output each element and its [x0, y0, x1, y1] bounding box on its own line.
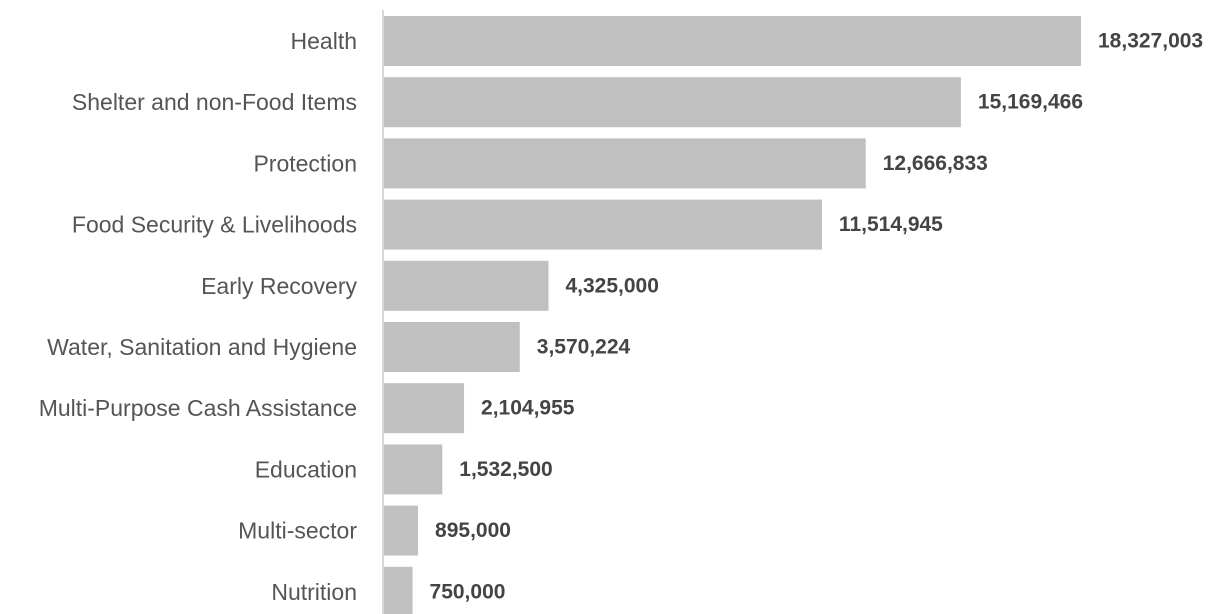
value-label-early-recovery: 4,325,000 [565, 274, 658, 297]
category-label-protection: Protection [253, 150, 357, 176]
bar-shelter-and-non-food-items [384, 77, 961, 128]
bar-food-security-and-livelihoods [384, 199, 822, 250]
value-label-shelter-and-non-food-items: 15,169,466 [978, 91, 1083, 114]
value-label-nutrition: 750,000 [430, 580, 506, 603]
bar-multi-purpose-cash-assistance [384, 383, 465, 434]
bar-education [384, 444, 443, 495]
value-label-multi-sector: 895,000 [435, 519, 511, 542]
category-label-shelter-and-non-food-items: Shelter and non-Food Items [72, 89, 357, 115]
value-label-health: 18,327,003 [1098, 30, 1203, 53]
category-label-water-sanitation-and-hygiene: Water, Sanitation and Hygiene [47, 334, 357, 360]
category-label-multi-purpose-cash-assistance: Multi-Purpose Cash Assistance [39, 395, 357, 421]
category-label-early-recovery: Early Recovery [201, 273, 357, 299]
bar-early-recovery [384, 260, 549, 311]
category-label-education: Education [255, 456, 357, 482]
bar-nutrition [384, 566, 413, 614]
category-label-health: Health [291, 28, 357, 54]
bar-water-sanitation-and-hygiene [384, 322, 520, 372]
bar-protection [384, 138, 866, 189]
bar-health [384, 16, 1081, 66]
value-label-education: 1,532,500 [459, 458, 552, 481]
bars [384, 16, 1081, 614]
category-label-multi-sector: Multi-sector [238, 518, 357, 544]
value-label-multi-purpose-cash-assistance: 2,104,955 [481, 397, 575, 420]
bar-multi-sector [384, 505, 419, 556]
value-label-water-sanitation-and-hygiene: 3,570,224 [537, 336, 631, 359]
value-label-protection: 12,666,833 [883, 152, 988, 175]
value-labels: 18,327,003 15,169,466 12,666,833 11,514,945… [430, 30, 1204, 604]
value-label-food-security-and-livelihoods: 11,514,945 [839, 213, 943, 236]
category-label-nutrition: Nutrition [271, 579, 357, 605]
category-label-food-security-and-livelihoods: Food Security & Livelihoods [72, 212, 357, 238]
category-labels: Health Shelter and non-Food Items Protecti… [39, 28, 358, 605]
